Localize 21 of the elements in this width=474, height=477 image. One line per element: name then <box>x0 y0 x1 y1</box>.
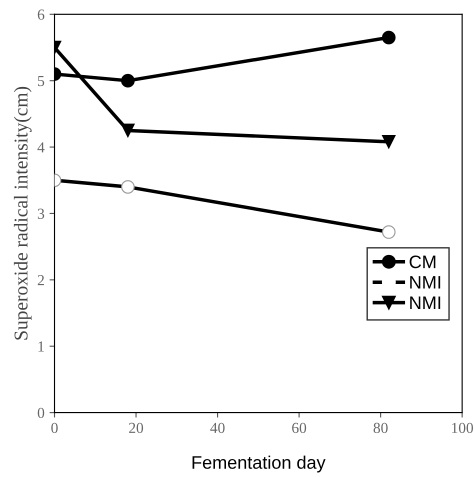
legend-label: NMI <box>410 276 440 289</box>
y-tick-label: 2 <box>38 275 44 286</box>
point <box>382 30 396 44</box>
point <box>382 134 396 149</box>
y-tick-label: 1 <box>38 341 44 352</box>
x-axis-title: Fementation day <box>192 456 326 472</box>
x-tick-label: 80 <box>374 422 388 434</box>
legend-label: CM <box>410 255 436 268</box>
legend-label: NMI <box>410 296 440 309</box>
x-tick-label: 100 <box>452 422 474 434</box>
point <box>382 225 396 239</box>
y-tick-label: 6 <box>38 9 44 20</box>
x-tick-label: 20 <box>129 422 144 434</box>
y-axis-title: Superoxide radical intensity(cm) <box>14 86 32 340</box>
x-tick-label: 0 <box>51 422 58 434</box>
y-tick-label: 3 <box>38 208 44 219</box>
y-tick-label: 0 <box>38 408 44 418</box>
y-tick-label: 4 <box>37 142 45 152</box>
x-tick-label: 40 <box>210 422 225 434</box>
x-tick-label: 60 <box>292 422 306 434</box>
y-tick-label: 5 <box>38 76 44 86</box>
